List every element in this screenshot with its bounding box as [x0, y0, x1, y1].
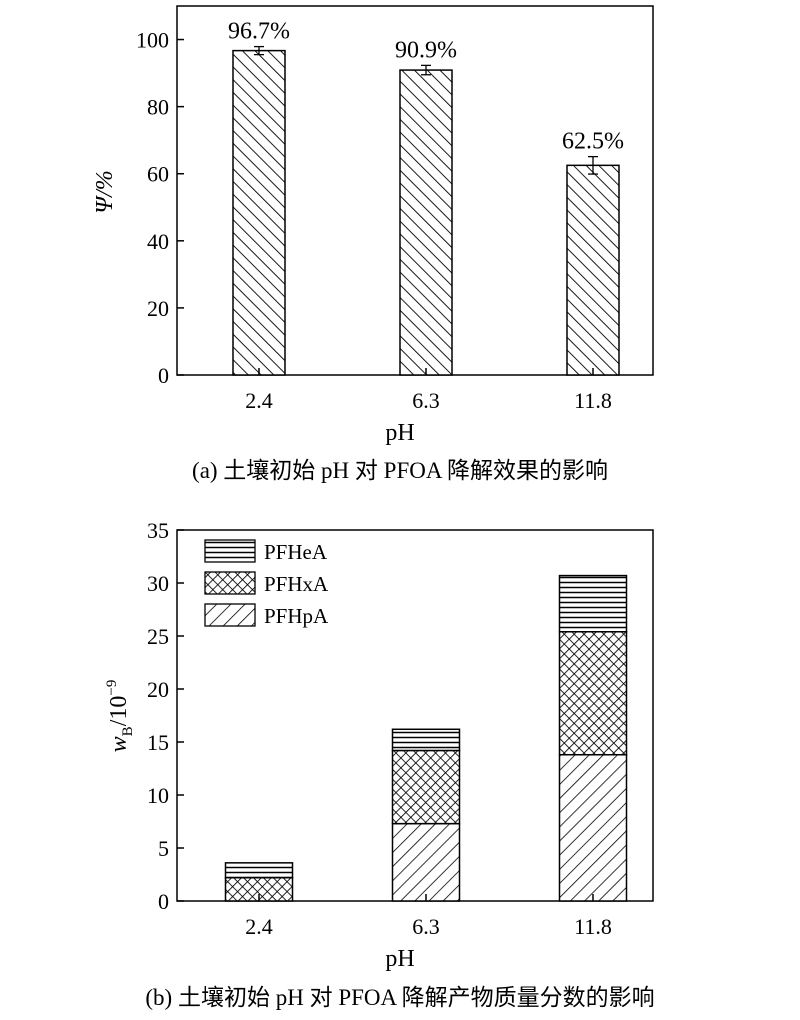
panel-a-y-tick-label: 40	[147, 229, 169, 254]
panel-b-bar-segment-pfhpa	[558, 753, 628, 902]
panel-b-caption: (b) 土壤初始 pH 对 PFOA 降解产物质量分数的影响	[145, 985, 654, 1010]
panel-a-bar	[566, 164, 620, 376]
panel-b-chart: 0 5 10 15 20 25 30 35 2.4 6.3 11.8 PFHeA PFHxA PFHpA…	[104, 518, 655, 1010]
panel-b-bars	[224, 574, 628, 902]
panel-b-y-tick-label: 25	[147, 624, 169, 649]
panel-a-y-axis-title: Ψ/%	[92, 170, 118, 214]
y-title-w: w	[106, 736, 132, 752]
panel-b-y-tick-label: 30	[147, 571, 169, 596]
panel-a-caption: (a) 土壤初始 pH 对 PFOA 降解效果的影响	[192, 458, 608, 483]
panel-b-bar-segment-pfhea	[224, 862, 294, 879]
panel-a-data-label: 90.9%	[395, 37, 457, 63]
panel-a-y-tick-label: 80	[147, 95, 169, 120]
panel-b-bar-segment-pfhxa	[391, 749, 461, 825]
panel-b-y-tick-label: 15	[147, 730, 169, 755]
panel-b-y-tick-label: 0	[158, 889, 169, 914]
panel-b-bar-segment-pfhea	[558, 574, 628, 633]
panel-a-bar	[232, 49, 286, 376]
panel-a-data-label: 96.7%	[228, 19, 290, 45]
legend-label-pfhea: PFHeA	[264, 540, 328, 564]
panel-a-data-label: 62.5%	[562, 129, 624, 155]
panel-b-bar-segment-pfhpa	[391, 822, 461, 902]
panel-b-x-tick-label: 6.3	[412, 914, 440, 939]
y-title-sup: −9	[104, 680, 120, 696]
panel-b-y-tick-label: 10	[147, 783, 169, 808]
panel-b-x-axis-title: pH	[385, 946, 414, 972]
legend-label-pfhpa: PFHpA	[264, 604, 329, 628]
legend-label-pfhxa: PFHxA	[264, 572, 329, 596]
panel-b-y-axis-title: wB/10−9	[104, 680, 136, 753]
panel-b-y-tick-label: 35	[147, 518, 169, 543]
panel-b-x-tick-label: 2.4	[245, 914, 273, 939]
panel-b-bar-segment-pfhea	[391, 728, 461, 752]
panel-a-y-tick-label: 100	[136, 28, 169, 53]
panel-b-ticks: 0 5 10 15 20 25 30 35 2.4 6.3 11.8	[147, 518, 612, 939]
panel-a-bars: 96.7% 90.9% 62.5%	[228, 19, 624, 376]
panel-a-y-tick-label: 0	[158, 363, 169, 388]
panel-b-legend: PFHeA PFHxA PFHpA	[204, 539, 329, 628]
panel-a-bar	[399, 69, 453, 376]
panel-a-x-tick-label: 11.8	[574, 388, 612, 413]
legend-swatch-pfhxa	[204, 571, 256, 595]
panel-a-x-tick-label: 6.3	[412, 388, 440, 413]
panel-a-chart: 96.7% 90.9% 62.5% 0 20 40 60 80 100 2.4 6.3 11.8 p…	[92, 5, 654, 483]
panel-b-y-tick-label: 20	[147, 677, 169, 702]
y-title-sub: B	[120, 726, 136, 736]
panel-a-x-tick-label: 2.4	[245, 388, 273, 413]
panel-b-y-tick-label: 5	[158, 836, 169, 861]
panel-b-x-tick-label: 11.8	[574, 914, 612, 939]
panel-a-y-tick-label: 60	[147, 162, 169, 187]
legend-swatch-pfhea	[204, 539, 256, 563]
panel-b-bar-segment-pfhxa	[558, 631, 628, 756]
y-title-tail: /10	[106, 696, 132, 727]
legend-swatch-pfhpa	[204, 603, 256, 627]
panel-a-x-axis-title: pH	[385, 420, 414, 446]
panel-a-y-tick-label: 20	[147, 296, 169, 321]
panel-a-ticks: 0 20 40 60 80 100 2.4 6.3 11.8	[136, 28, 612, 413]
